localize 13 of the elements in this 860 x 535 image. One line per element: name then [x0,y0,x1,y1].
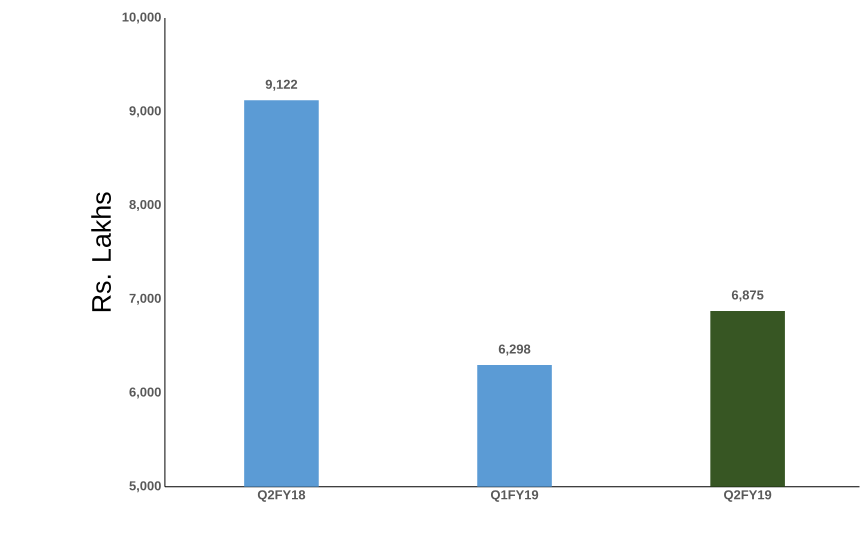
y-tick-label: 7,000 [130,294,161,305]
y-tick-label: 8,000 [129,200,161,212]
y-tick-label: 10,000 [122,12,161,24]
y-tick-label: 6,000 [129,388,161,399]
data-label: 6,875 [732,290,764,302]
x-tick-label: Q1FY19 [490,490,538,502]
data-label: 6,298 [498,344,530,356]
x-tick-label: Q2FY18 [258,490,306,502]
data-label: 9,122 [266,80,298,91]
y-tick-label: 9,000 [129,106,161,118]
y-tick-label: 5,000 [129,481,161,492]
x-tick-label: Q2FY19 [724,490,772,502]
y-axis-title: Rs. Lakhs [91,192,111,312]
